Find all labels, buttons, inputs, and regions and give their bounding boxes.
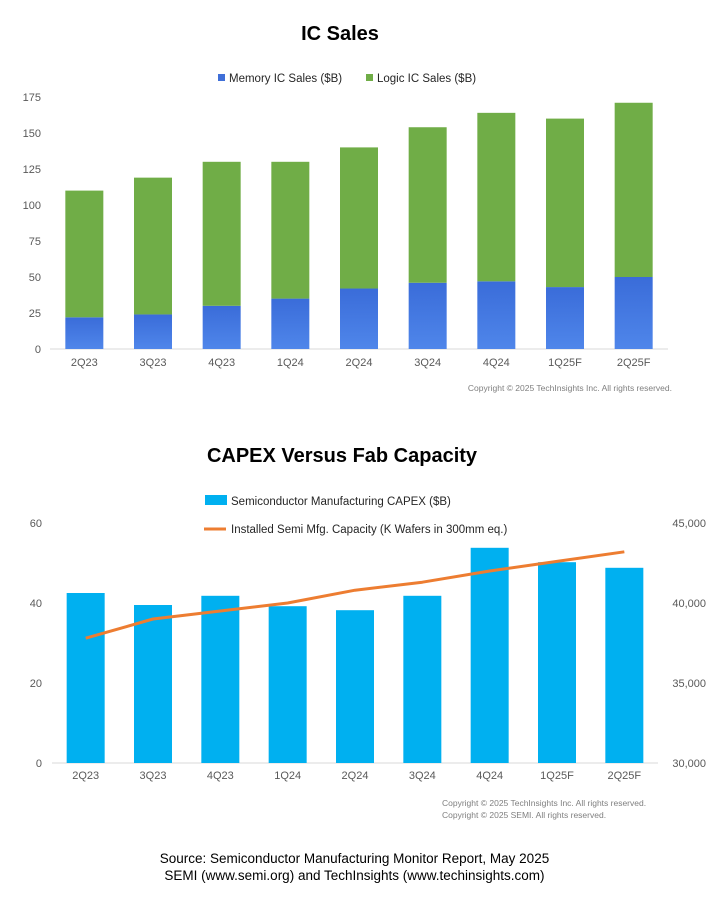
ic-sales-y-ticks: 0 25 50 75 100 125 150 175 [23,92,41,356]
ic-sales-x-tick: 4Q24 [483,357,510,369]
capex-y-tick-left: 40 [30,598,42,610]
legend-memory-label: Memory IC Sales ($B) [229,73,342,85]
legend-capex-label: Semiconductor Manufacturing CAPEX ($B) [231,496,451,508]
capex-bar-1q24 [268,606,307,763]
legend-logic-swatch [366,74,373,81]
ic-sales-x-tick: 2Q23 [71,357,98,369]
capex-bar-1q25f [538,562,576,763]
ic-sales-y-tick: 100 [23,200,41,212]
legend-capex-swatch [205,495,227,505]
memory-bar-2q24 [340,288,378,349]
ic-sales-y-tick: 50 [29,272,41,284]
logic-bar-2q25f [614,102,653,277]
ic-sales-legend: Memory IC Sales ($B) Logic IC Sales ($B) [218,73,476,85]
capex-y-ticks-left: 0 20 40 60 [30,518,42,770]
capex-chart: CAPEX Versus Fab Capacity Semiconductor … [30,445,706,820]
legend-memory-swatch [218,74,225,81]
capex-bar-4q23 [201,595,240,763]
capex-y-tick-right: 45,000 [672,518,706,530]
memory-bar-4q23 [202,305,241,349]
capex-y-tick-right: 40,000 [672,598,706,610]
capex-bar-3q23 [134,605,172,763]
capex-x-tick: 2Q25F [608,770,642,782]
ic-sales-y-tick: 0 [35,344,41,356]
capex-x-tick: 1Q24 [274,770,301,782]
capex-x-tick: 4Q24 [476,770,503,782]
memory-bar-2q25f [614,277,653,349]
logic-bar-4q24 [477,112,516,282]
capex-y-tick-left: 60 [30,518,42,530]
capex-bar-2q25f [605,567,644,763]
capex-y-ticks-right: 30,000 35,000 40,000 45,000 [672,518,706,770]
capex-x-tick: 2Q24 [342,770,369,782]
logic-bar-3q24 [408,127,447,283]
capex-bar-2q23 [66,593,105,763]
logic-bar-1q25f [546,118,584,288]
ic-sales-chart: IC Sales Memory IC Sales ($B) Logic IC S… [23,23,672,393]
memory-bar-2q23 [65,317,104,349]
capex-y-tick-right: 35,000 [672,678,706,690]
ic-sales-x-tick: 1Q25F [548,357,582,369]
capex-bar-2q24 [336,610,374,763]
capex-y-tick-left: 0 [36,758,42,770]
capex-x-tick: 3Q23 [140,770,167,782]
ic-sales-copyright: Copyright © 2025 TechInsights Inc. All r… [468,383,672,393]
logic-bar-1q24 [271,161,310,299]
ic-sales-x-tick: 1Q24 [277,357,304,369]
logic-bar-3q23 [134,177,172,315]
capacity-line-group [85,550,625,640]
legend-capacity-label: Installed Semi Mfg. Capacity (K Wafers i… [231,524,507,536]
ic-sales-y-tick: 25 [29,308,41,320]
memory-bar-3q23 [134,314,172,349]
ic-sales-y-tick: 75 [29,236,41,248]
capex-x-tick: 4Q23 [207,770,234,782]
ic-sales-x-tick: 2Q24 [346,357,373,369]
capex-title: CAPEX Versus Fab Capacity [207,445,478,467]
ic-sales-title: IC Sales [301,23,379,45]
memory-bar-4q24 [477,281,516,349]
source-line-2: SEMI (www.semi.org) and TechInsights (ww… [164,868,545,883]
capex-legend: Semiconductor Manufacturing CAPEX ($B) I… [204,495,507,536]
memory-bar-1q24 [271,298,310,349]
ic-sales-x-tick: 3Q24 [414,357,441,369]
ic-sales-x-tick: 4Q23 [208,357,235,369]
ic-sales-bars [65,102,653,349]
logic-bar-4q23 [202,161,241,306]
capex-x-tick: 1Q25F [540,770,574,782]
ic-sales-x-tick: 3Q23 [140,357,167,369]
memory-bar-1q25f [546,287,584,349]
capex-copyright-semi: Copyright © 2025 SEMI. All rights reserv… [442,810,606,820]
capex-x-tick: 3Q24 [409,770,436,782]
ic-sales-y-tick: 125 [23,164,41,176]
capex-x-ticks: 2Q23 3Q23 4Q23 1Q24 2Q24 3Q24 4Q24 1Q25F 2Q25F [72,770,641,782]
capex-x-tick: 2Q23 [72,770,99,782]
logic-bar-2q23 [65,190,104,318]
ic-sales-y-tick: 175 [23,92,41,104]
memory-bar-3q24 [408,282,447,349]
source-line-1: Source: Semiconductor Manufacturing Moni… [159,851,550,866]
ic-sales-y-tick: 150 [23,128,41,140]
capex-bar-4q24 [470,547,509,763]
ic-sales-x-tick: 2Q25F [617,357,651,369]
capex-bars [66,547,644,763]
capex-bar-3q24 [403,595,442,763]
capex-y-tick-left: 20 [30,678,42,690]
logic-bar-2q24 [340,147,378,289]
capex-y-tick-right: 30,000 [672,758,706,770]
ic-sales-x-ticks: 2Q23 3Q23 4Q23 1Q24 2Q24 3Q24 4Q24 1Q25F 2Q25F [71,357,651,369]
capex-copyright-techinsights: Copyright © 2025 TechInsights Inc. All r… [442,798,646,808]
legend-logic-label: Logic IC Sales ($B) [377,73,476,85]
